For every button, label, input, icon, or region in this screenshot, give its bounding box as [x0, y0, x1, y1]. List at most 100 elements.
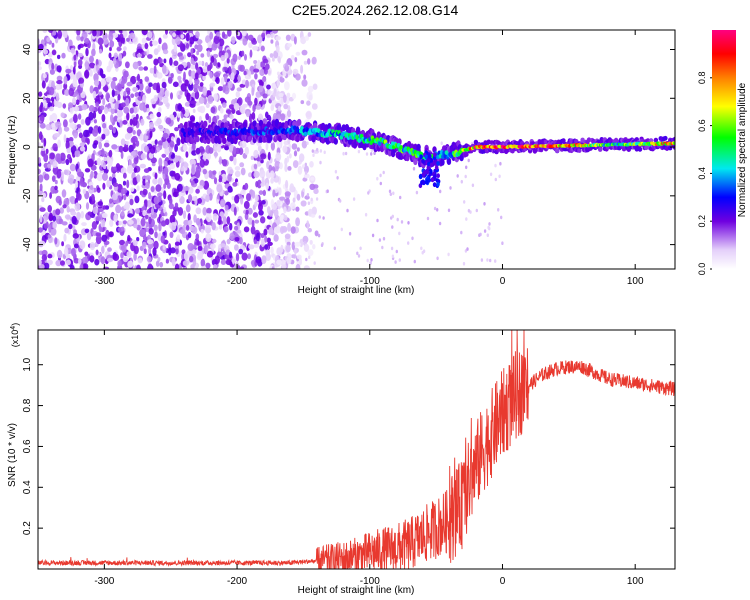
noise-cell: [243, 70, 247, 76]
noise-cell: [305, 110, 312, 120]
noise-cell: [395, 249, 398, 254]
noise-cell: [174, 143, 179, 153]
noise-cell: [161, 78, 166, 83]
noise-cell: [215, 115, 220, 120]
noise-cell: [88, 62, 96, 69]
noise-cell: [259, 169, 266, 179]
noise-cell: [76, 30, 81, 36]
noise-cell: [141, 241, 147, 249]
noise-cell: [141, 30, 148, 36]
noise-cell: [290, 54, 295, 61]
noise-cell: [229, 222, 233, 231]
noise-cell: [194, 78, 200, 86]
noise-cell: [264, 235, 268, 243]
noise-cell: [63, 75, 68, 85]
noise-cell: [77, 171, 84, 177]
noise-cell: [357, 254, 361, 258]
noise-cell: [256, 160, 262, 167]
noise-cell: [192, 108, 196, 113]
ridge-halo-cell: [459, 154, 464, 162]
noise-cell: [140, 118, 145, 126]
noise-cell: [282, 94, 287, 103]
noise-cell: [249, 49, 253, 58]
noise-cell: [289, 183, 295, 192]
noise-cell: [494, 259, 497, 263]
noise-cell: [128, 155, 133, 160]
noise-cell: [190, 64, 197, 70]
noise-cell: [197, 250, 204, 259]
noise-cell: [174, 127, 179, 132]
noise-cell: [158, 124, 164, 130]
noise-cell: [177, 112, 181, 118]
noise-cell: [106, 257, 114, 263]
colorbar-tick-label: 0.2: [697, 215, 707, 228]
noise-cell: [195, 217, 201, 226]
noise-cell: [65, 158, 70, 166]
noise-cell: [183, 186, 190, 191]
snr-y-ticks: 0.2 0.4 0.6 0.8 1.0: [22, 357, 675, 535]
noise-cell: [497, 208, 500, 212]
noise-cell: [250, 225, 256, 235]
noise-cell: [187, 219, 193, 226]
noise-cell: [132, 142, 136, 149]
ridge-halo-cell: [580, 137, 585, 143]
noise-cell: [195, 166, 202, 174]
noise-cell: [257, 59, 261, 68]
ridge-cell: [184, 127, 188, 133]
noise-cell: [304, 162, 307, 167]
noise-cell: [38, 174, 44, 183]
noise-cell: [197, 197, 202, 204]
noise-cell: [105, 76, 113, 83]
noise-cell: [194, 72, 199, 80]
noise-cell: [177, 104, 183, 111]
noise-cell: [207, 95, 214, 104]
noise-cell: [41, 254, 48, 261]
noise-cell: [58, 199, 62, 206]
noise-cell: [486, 233, 489, 237]
noise-cell: [200, 53, 205, 58]
noise-cell: [172, 81, 179, 88]
y-tick-label: -40: [22, 237, 33, 252]
y-tick-label: 0: [22, 144, 33, 150]
noise-cell: [258, 79, 264, 87]
noise-cell: [433, 206, 437, 211]
noise-cell: [126, 251, 132, 258]
noise-cell: [310, 197, 313, 202]
noise-cell: [170, 154, 175, 159]
noise-cell: [300, 36, 307, 45]
noise-cell: [73, 132, 78, 139]
noise-cell: [300, 100, 305, 105]
noise-cell: [52, 215, 57, 222]
x-tick-label: -200: [227, 276, 247, 287]
noise-cell: [41, 197, 45, 203]
noise-cell: [49, 152, 55, 160]
ridge-halo-cell: [672, 136, 675, 142]
noise-cell: [182, 109, 186, 115]
noise-cell: [111, 166, 118, 172]
noise-cell: [145, 104, 150, 109]
noise-cell: [161, 81, 167, 89]
noise-cell: [95, 215, 101, 222]
noise-cell: [398, 231, 401, 236]
noise-cell: [391, 254, 395, 259]
noise-cell: [285, 62, 288, 69]
noise-cell: [52, 30, 57, 36]
noise-cell: [309, 161, 314, 168]
noise-cell: [123, 204, 128, 209]
noise-cell: [295, 206, 300, 212]
noise-cell: [278, 187, 282, 196]
noise-cell: [132, 130, 136, 135]
noise-cell: [205, 194, 210, 203]
noise-cell: [123, 90, 127, 97]
noise-cell: [211, 238, 217, 244]
noise-cell: [129, 118, 133, 126]
x-tick-label: 0: [500, 576, 506, 587]
noise-cell: [206, 50, 211, 58]
noise-cell: [92, 90, 97, 99]
noise-cell: [195, 147, 201, 155]
noise-cell: [209, 62, 213, 69]
noise-cell: [51, 175, 56, 182]
noise-cell: [177, 207, 184, 216]
noise-cell: [276, 247, 283, 256]
